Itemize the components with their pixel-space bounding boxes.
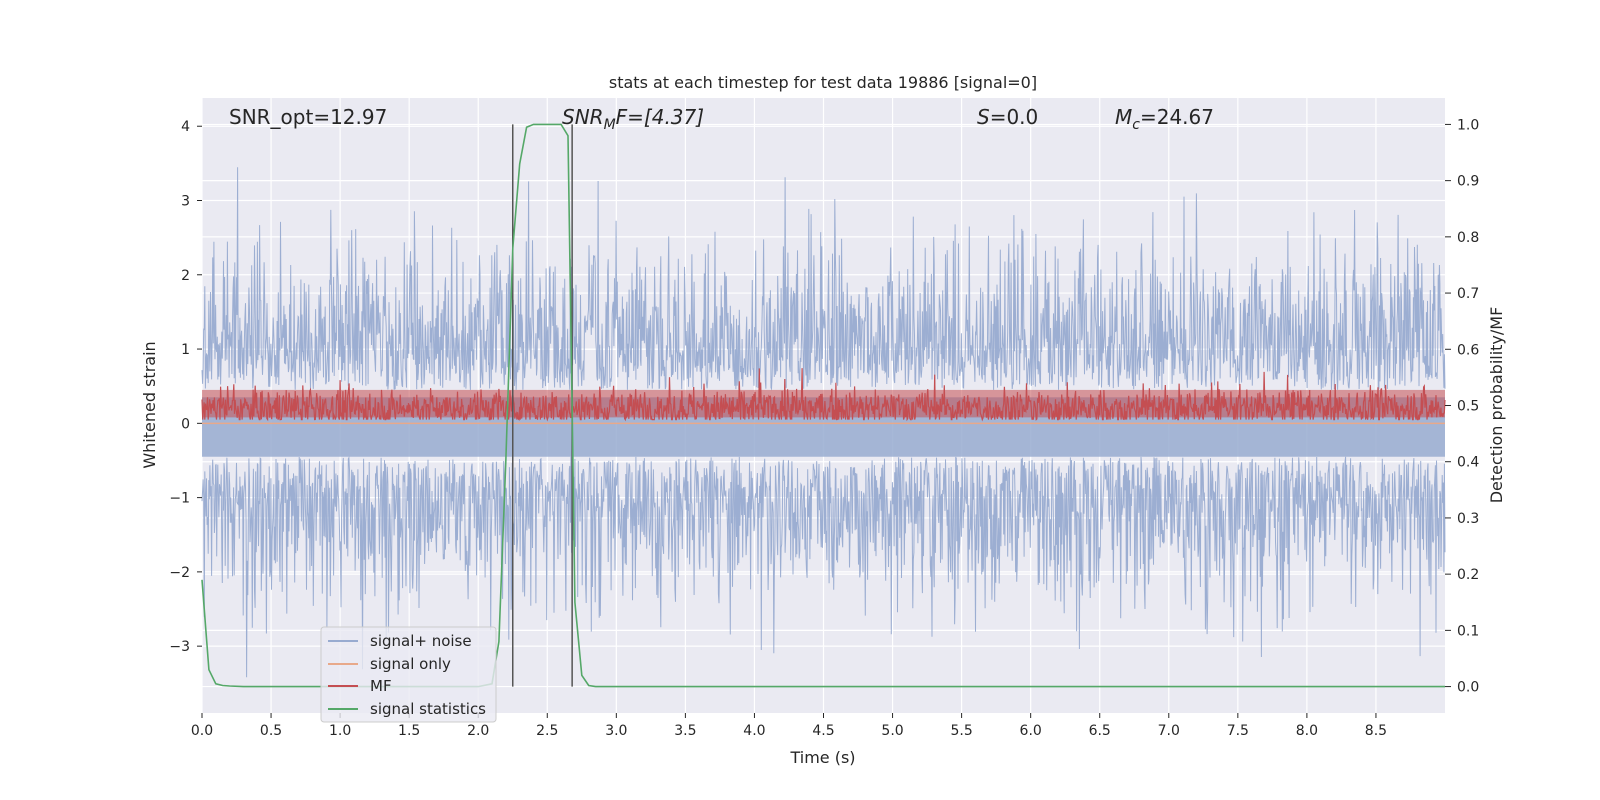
- signal-noise-upper-trace: [201, 167, 1446, 391]
- y-left-tick-label: −2: [169, 565, 190, 581]
- y-left-tick-label: 0: [181, 416, 190, 432]
- legend-label-signal-statistics: signal statistics: [370, 700, 486, 718]
- annotation-mc-sub: c: [1132, 117, 1140, 133]
- y-left-tick-label: 2: [181, 268, 190, 284]
- annotation-mc: Mc=24.67: [1115, 105, 1214, 133]
- annotation-mc-main: M: [1115, 105, 1132, 129]
- x-tick-label: 1.0: [329, 723, 351, 739]
- y-axis-right-label: Detection probability/MF: [1487, 307, 1506, 504]
- y-right-tick-label: 0.6: [1457, 342, 1479, 358]
- x-tick-label: 8.0: [1296, 723, 1318, 739]
- y-left-tick-label: 3: [181, 194, 190, 210]
- signal-statistics-series: [201, 123, 1445, 688]
- x-tick-label: 6.0: [1020, 723, 1042, 739]
- x-tick-label: 4.5: [812, 723, 834, 739]
- annotation-snr-mf-main: SNR: [562, 105, 604, 129]
- x-tick-label: 5.0: [881, 723, 903, 739]
- signal-noise-lower-trace: [201, 456, 1446, 678]
- y-right-tick-label: 0.0: [1457, 680, 1479, 696]
- annotation-mc-rest: =24.67: [1140, 105, 1214, 129]
- x-axis-ticks: 0.0 0.5 1.0 1.5 2.0 2.5 3.0 3.5 4.0 4.5 5.0 5.5 6.0 6…: [191, 713, 1387, 739]
- y-axis-left-label: Whitened strain: [140, 341, 159, 468]
- annotation-snr-mf-sub: M: [604, 117, 616, 133]
- y-left-tick-label: 4: [181, 119, 190, 135]
- y-right-tick-label: 1.0: [1457, 117, 1479, 133]
- y-axis-right-ticks: 0.0 0.1 0.2 0.3 0.4 0.5 0.6 0.7 0.8 0.9 1.0: [1445, 117, 1479, 696]
- annotation-s: S=0.0: [977, 105, 1038, 129]
- x-tick-label: 6.5: [1089, 723, 1111, 739]
- x-tick-label: 3.5: [674, 723, 696, 739]
- y-right-tick-label: 0.5: [1457, 399, 1479, 415]
- x-axis-label: Time (s): [789, 748, 855, 767]
- y-right-tick-label: 0.8: [1457, 230, 1479, 246]
- y-right-tick-label: 0.9: [1457, 174, 1479, 190]
- mf-core: [202, 389, 1445, 418]
- y-right-tick-label: 0.2: [1457, 567, 1479, 583]
- x-tick-label: 0.5: [260, 723, 282, 739]
- annotation-snr-opt: SNR_opt=12.97: [229, 105, 387, 129]
- legend-label-signal-noise: signal+ noise: [370, 632, 472, 650]
- annotation-snr-mf: SNRMF=[4.37]: [562, 105, 704, 133]
- y-left-tick-label: −1: [169, 491, 190, 507]
- y-left-tick-label: 1: [181, 342, 190, 358]
- y-right-tick-label: 0.7: [1457, 286, 1479, 302]
- x-tick-label: 7.5: [1227, 723, 1249, 739]
- x-tick-label: 2.0: [467, 723, 489, 739]
- x-tick-label: 1.5: [398, 723, 420, 739]
- y-right-tick-label: 0.3: [1457, 511, 1479, 527]
- legend: signal+ noise signal only MF signal stat…: [320, 626, 497, 723]
- x-tick-label: 5.5: [950, 723, 972, 739]
- y-right-tick-label: 0.1: [1457, 623, 1479, 639]
- annotation-s-main: S: [977, 105, 990, 129]
- legend-label-signal-only: signal only: [370, 655, 451, 673]
- legend-label-mf: MF: [370, 677, 392, 695]
- chart-title: stats at each timestep for test data 198…: [609, 73, 1037, 92]
- y-right-tick-label: 0.4: [1457, 455, 1479, 471]
- y-left-tick-label: −3: [169, 639, 190, 655]
- annotation-snr-mf-rest: F=[4.37]: [616, 105, 704, 129]
- x-tick-label: 8.5: [1365, 723, 1387, 739]
- annotation-s-rest: =0.0: [990, 105, 1039, 129]
- x-tick-label: 0.0: [191, 723, 213, 739]
- x-tick-label: 3.0: [605, 723, 627, 739]
- x-tick-label: 4.0: [743, 723, 765, 739]
- x-tick-label: 7.0: [1158, 723, 1180, 739]
- legend-box: [320, 626, 497, 723]
- y-axis-left-ticks: −3 −2 −1 0 1 2 3 4: [169, 119, 202, 655]
- mf-series: [201, 368, 1446, 422]
- x-tick-label: 2.5: [536, 723, 558, 739]
